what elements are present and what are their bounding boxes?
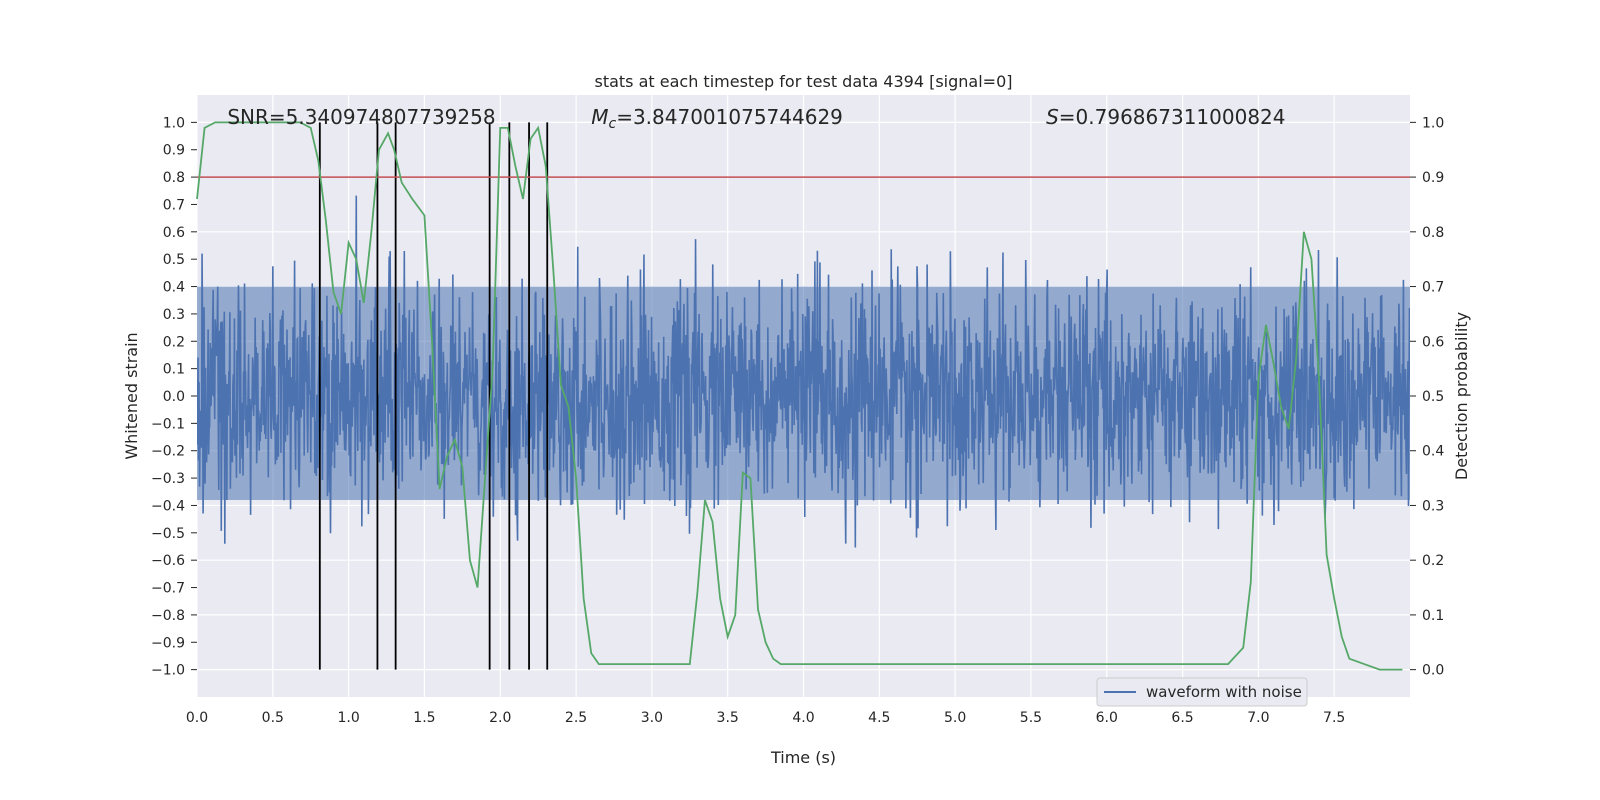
x-tick-label: 7.0 xyxy=(1247,710,1269,726)
y-tick-label-left: 0.2 xyxy=(163,334,185,350)
x-tick-label: 0.0 xyxy=(186,710,208,726)
x-tick-label: 5.5 xyxy=(1020,710,1042,726)
chirp-mass-annotation: Mc=3.847001075744629 xyxy=(591,105,843,132)
x-tick-label: 1.5 xyxy=(413,710,435,726)
y-tick-label-left: −0.2 xyxy=(151,444,185,460)
x-tick-label: 4.0 xyxy=(792,710,814,726)
y-tick-label-left: 0.8 xyxy=(163,170,185,186)
y-tick-label-left: 0.6 xyxy=(163,225,185,241)
y-tick-label-left: −1.0 xyxy=(151,663,185,679)
vertical-markers xyxy=(318,122,549,670)
legend: waveform with noise xyxy=(1096,677,1308,707)
y-tick-label-left: −0.9 xyxy=(151,635,185,651)
y-tick-label-left: 0.5 xyxy=(163,252,185,268)
s-annotation: S=0.796867311000824 xyxy=(1046,105,1285,129)
x-tick-label: 0.5 xyxy=(262,710,284,726)
y-tick-label-right: 0.6 xyxy=(1422,334,1444,350)
legend-box xyxy=(1096,677,1308,707)
y-tick-label-left: −0.3 xyxy=(151,471,185,487)
x-tick-label: 7.5 xyxy=(1323,710,1345,726)
y-tick-label-left: −0.5 xyxy=(151,526,185,542)
y-tick-label-left: 0.4 xyxy=(163,280,185,296)
x-tick-label: 6.5 xyxy=(1171,710,1193,726)
x-tick-label: 2.0 xyxy=(489,710,511,726)
chart-title: stats at each timestep for test data 439… xyxy=(594,72,1012,91)
x-tick-label: 2.5 xyxy=(565,710,587,726)
mc-subscript: c xyxy=(608,116,616,132)
y-tick-label-right: 0.9 xyxy=(1422,170,1444,186)
snr-annotation: SNR=5.340974807739258 xyxy=(227,105,495,129)
y-tick-label-left: −0.7 xyxy=(151,581,185,597)
s-symbol: S xyxy=(1046,105,1059,129)
y-tick-label-left: 0.9 xyxy=(163,143,185,159)
y-tick-label-right: 0.1 xyxy=(1422,608,1444,624)
x-tick-label: 1.0 xyxy=(337,710,359,726)
y-tick-label-right: 0.4 xyxy=(1422,444,1444,460)
y-tick-label-left: −0.6 xyxy=(151,553,185,569)
y-tick-label-left: 0.7 xyxy=(163,197,185,213)
s-value: =0.796867311000824 xyxy=(1059,105,1286,129)
y-tick-label-right: 1.0 xyxy=(1422,115,1444,131)
x-axis-label: Time (s) xyxy=(770,748,836,767)
y-tick-label-left: −0.4 xyxy=(151,498,185,514)
x-tick-label: 6.0 xyxy=(1096,710,1118,726)
y-tick-label-right: 0.8 xyxy=(1422,225,1444,241)
legend-label-waveform: waveform with noise xyxy=(1146,683,1302,701)
x-tick-label: 3.5 xyxy=(717,710,739,726)
y-tick-label-left: 0.0 xyxy=(163,389,185,405)
detection-probability-line xyxy=(196,121,1403,671)
y-tick-label-left: 1.0 xyxy=(163,115,185,131)
x-tick-label: 3.0 xyxy=(641,710,663,726)
x-tick-label: 5.0 xyxy=(944,710,966,726)
y-axis-right-label: Detection probability xyxy=(1452,312,1471,480)
y-tick-label-right: 0.2 xyxy=(1422,553,1444,569)
y-tick-label-left: −0.8 xyxy=(151,608,185,624)
y-axis-left-label: Whitened strain xyxy=(122,332,141,459)
y-tick-label-left: −0.1 xyxy=(151,416,185,432)
y-tick-label-left: 0.3 xyxy=(163,307,185,323)
mc-symbol: M xyxy=(591,105,608,129)
y-axis-right-ticks: 1.0 0.9 0.8 0.7 0.6 0.5 0.4 0.3 0.2 0.1 0.0 xyxy=(1410,115,1444,679)
x-tick-label: 4.5 xyxy=(868,710,890,726)
waveform-core xyxy=(197,286,1410,500)
y-tick-label-left: 0.1 xyxy=(163,362,185,378)
y-tick-label-right: 0.5 xyxy=(1422,389,1444,405)
y-tick-label-right: 0.7 xyxy=(1422,280,1444,296)
y-tick-label-right: 0.3 xyxy=(1422,498,1444,514)
y-tick-label-right: 0.0 xyxy=(1422,663,1444,679)
waveform-series xyxy=(197,195,1410,548)
y-axis-left-ticks: 1.0 0.9 0.8 0.7 0.6 0.5 0.4 0.3 0.2 0.1 0.0 −0.1 −0.… xyxy=(151,115,197,679)
x-axis-ticks: 0.0 0.5 1.0 1.5 2.0 2.5 3.0 3.5 4.0 4.5 5.0 5.5 6.0 6… xyxy=(186,710,1345,726)
mc-value: =3.847001075744629 xyxy=(616,105,843,129)
